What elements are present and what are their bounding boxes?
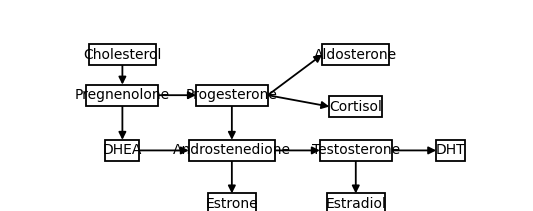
FancyBboxPatch shape (327, 193, 385, 211)
Text: Androstenedione: Androstenedione (173, 143, 291, 157)
Text: Testosterone: Testosterone (312, 143, 400, 157)
Text: Estrone: Estrone (206, 197, 258, 211)
FancyBboxPatch shape (86, 85, 158, 106)
Text: Cortisol: Cortisol (329, 100, 382, 114)
FancyBboxPatch shape (208, 193, 256, 211)
Text: Progesterone: Progesterone (186, 88, 278, 102)
FancyBboxPatch shape (106, 140, 139, 161)
Text: DHEA: DHEA (103, 143, 142, 157)
FancyBboxPatch shape (320, 140, 392, 161)
FancyBboxPatch shape (436, 140, 465, 161)
FancyBboxPatch shape (196, 85, 268, 106)
Text: DHT: DHT (436, 143, 466, 157)
FancyBboxPatch shape (89, 44, 156, 65)
FancyBboxPatch shape (329, 96, 382, 117)
Text: Aldosterone: Aldosterone (314, 47, 397, 62)
Text: Pregnenolone: Pregnenolone (75, 88, 170, 102)
FancyBboxPatch shape (189, 140, 275, 161)
FancyBboxPatch shape (322, 44, 389, 65)
Text: Cholesterol: Cholesterol (83, 47, 161, 62)
Text: Estradiol: Estradiol (325, 197, 386, 211)
